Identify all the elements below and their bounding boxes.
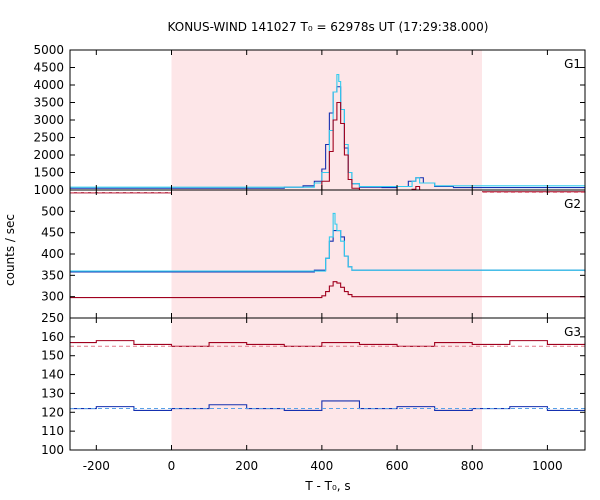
series-red-g1 bbox=[70, 101, 586, 194]
series-cyan-g2 bbox=[70, 212, 586, 272]
x-tick-label: -200 bbox=[83, 459, 110, 473]
y-tick-label: 150 bbox=[41, 349, 64, 363]
y-tick-label: 140 bbox=[41, 368, 64, 382]
y-tick-label: 130 bbox=[41, 386, 64, 400]
y-tick-label: 100 bbox=[41, 443, 64, 457]
y-tick-label: 450 bbox=[41, 226, 64, 240]
y-tick-label: 110 bbox=[41, 424, 64, 438]
y-tick-label: 250 bbox=[41, 311, 64, 325]
y-tick-label: 500 bbox=[41, 204, 64, 218]
y-axis-label: counts / sec bbox=[3, 214, 17, 286]
series-red-g3 bbox=[70, 340, 586, 347]
panel-frame bbox=[69, 317, 586, 451]
y-tick-label: 3000 bbox=[33, 113, 64, 127]
y-tick-label: 160 bbox=[41, 330, 64, 344]
y-tick-label: 2500 bbox=[33, 131, 64, 145]
x-tick-label: 200 bbox=[235, 459, 258, 473]
y-tick-label: 1500 bbox=[33, 166, 64, 180]
y-tick-label: 3500 bbox=[33, 96, 64, 110]
panel-label: G2 bbox=[564, 197, 581, 211]
y-tick-label: 120 bbox=[41, 405, 64, 419]
x-axis-label: T - T₀, s bbox=[304, 479, 350, 493]
panel-g1: 1000 1500 2000 2500 3000 3500 4000 4500 5000 G1 bbox=[33, 43, 586, 197]
y-tick-label: 4500 bbox=[33, 61, 64, 75]
panel-g3: 100 110 120 130 140 150 160 G3 bbox=[41, 317, 586, 457]
y-tick-label: 400 bbox=[41, 247, 64, 261]
y-tick-label: 4000 bbox=[33, 78, 64, 92]
shaded-interval bbox=[171, 50, 483, 190]
panel-g2: 250 300 350 400 450 500 G2 bbox=[41, 189, 586, 325]
x-tick-label: 1000 bbox=[532, 459, 563, 473]
series-red-g2 bbox=[70, 281, 586, 299]
shaded-interval bbox=[171, 190, 483, 318]
y-tick-label: 2000 bbox=[33, 148, 64, 162]
panel-label: G3 bbox=[564, 325, 581, 339]
x-tick-label: 0 bbox=[168, 459, 176, 473]
y-tick-label: 300 bbox=[41, 290, 64, 304]
y-tick-label: 5000 bbox=[33, 43, 64, 57]
shaded-interval bbox=[171, 318, 483, 450]
x-tick-label: 600 bbox=[386, 459, 409, 473]
y-tick-label: 350 bbox=[41, 268, 64, 282]
x-tick-label: 400 bbox=[310, 459, 333, 473]
panels-layer: 100015002000250030003500400045005000G125… bbox=[33, 43, 586, 473]
panel-label: G1 bbox=[564, 57, 581, 71]
series-blue-g3 bbox=[70, 400, 586, 411]
chart-title: KONUS-WIND 141027 T₀ = 62978s UT (17:29:… bbox=[168, 20, 489, 34]
x-tick-label: 800 bbox=[461, 459, 484, 473]
y-tick-label: 1000 bbox=[33, 183, 64, 197]
